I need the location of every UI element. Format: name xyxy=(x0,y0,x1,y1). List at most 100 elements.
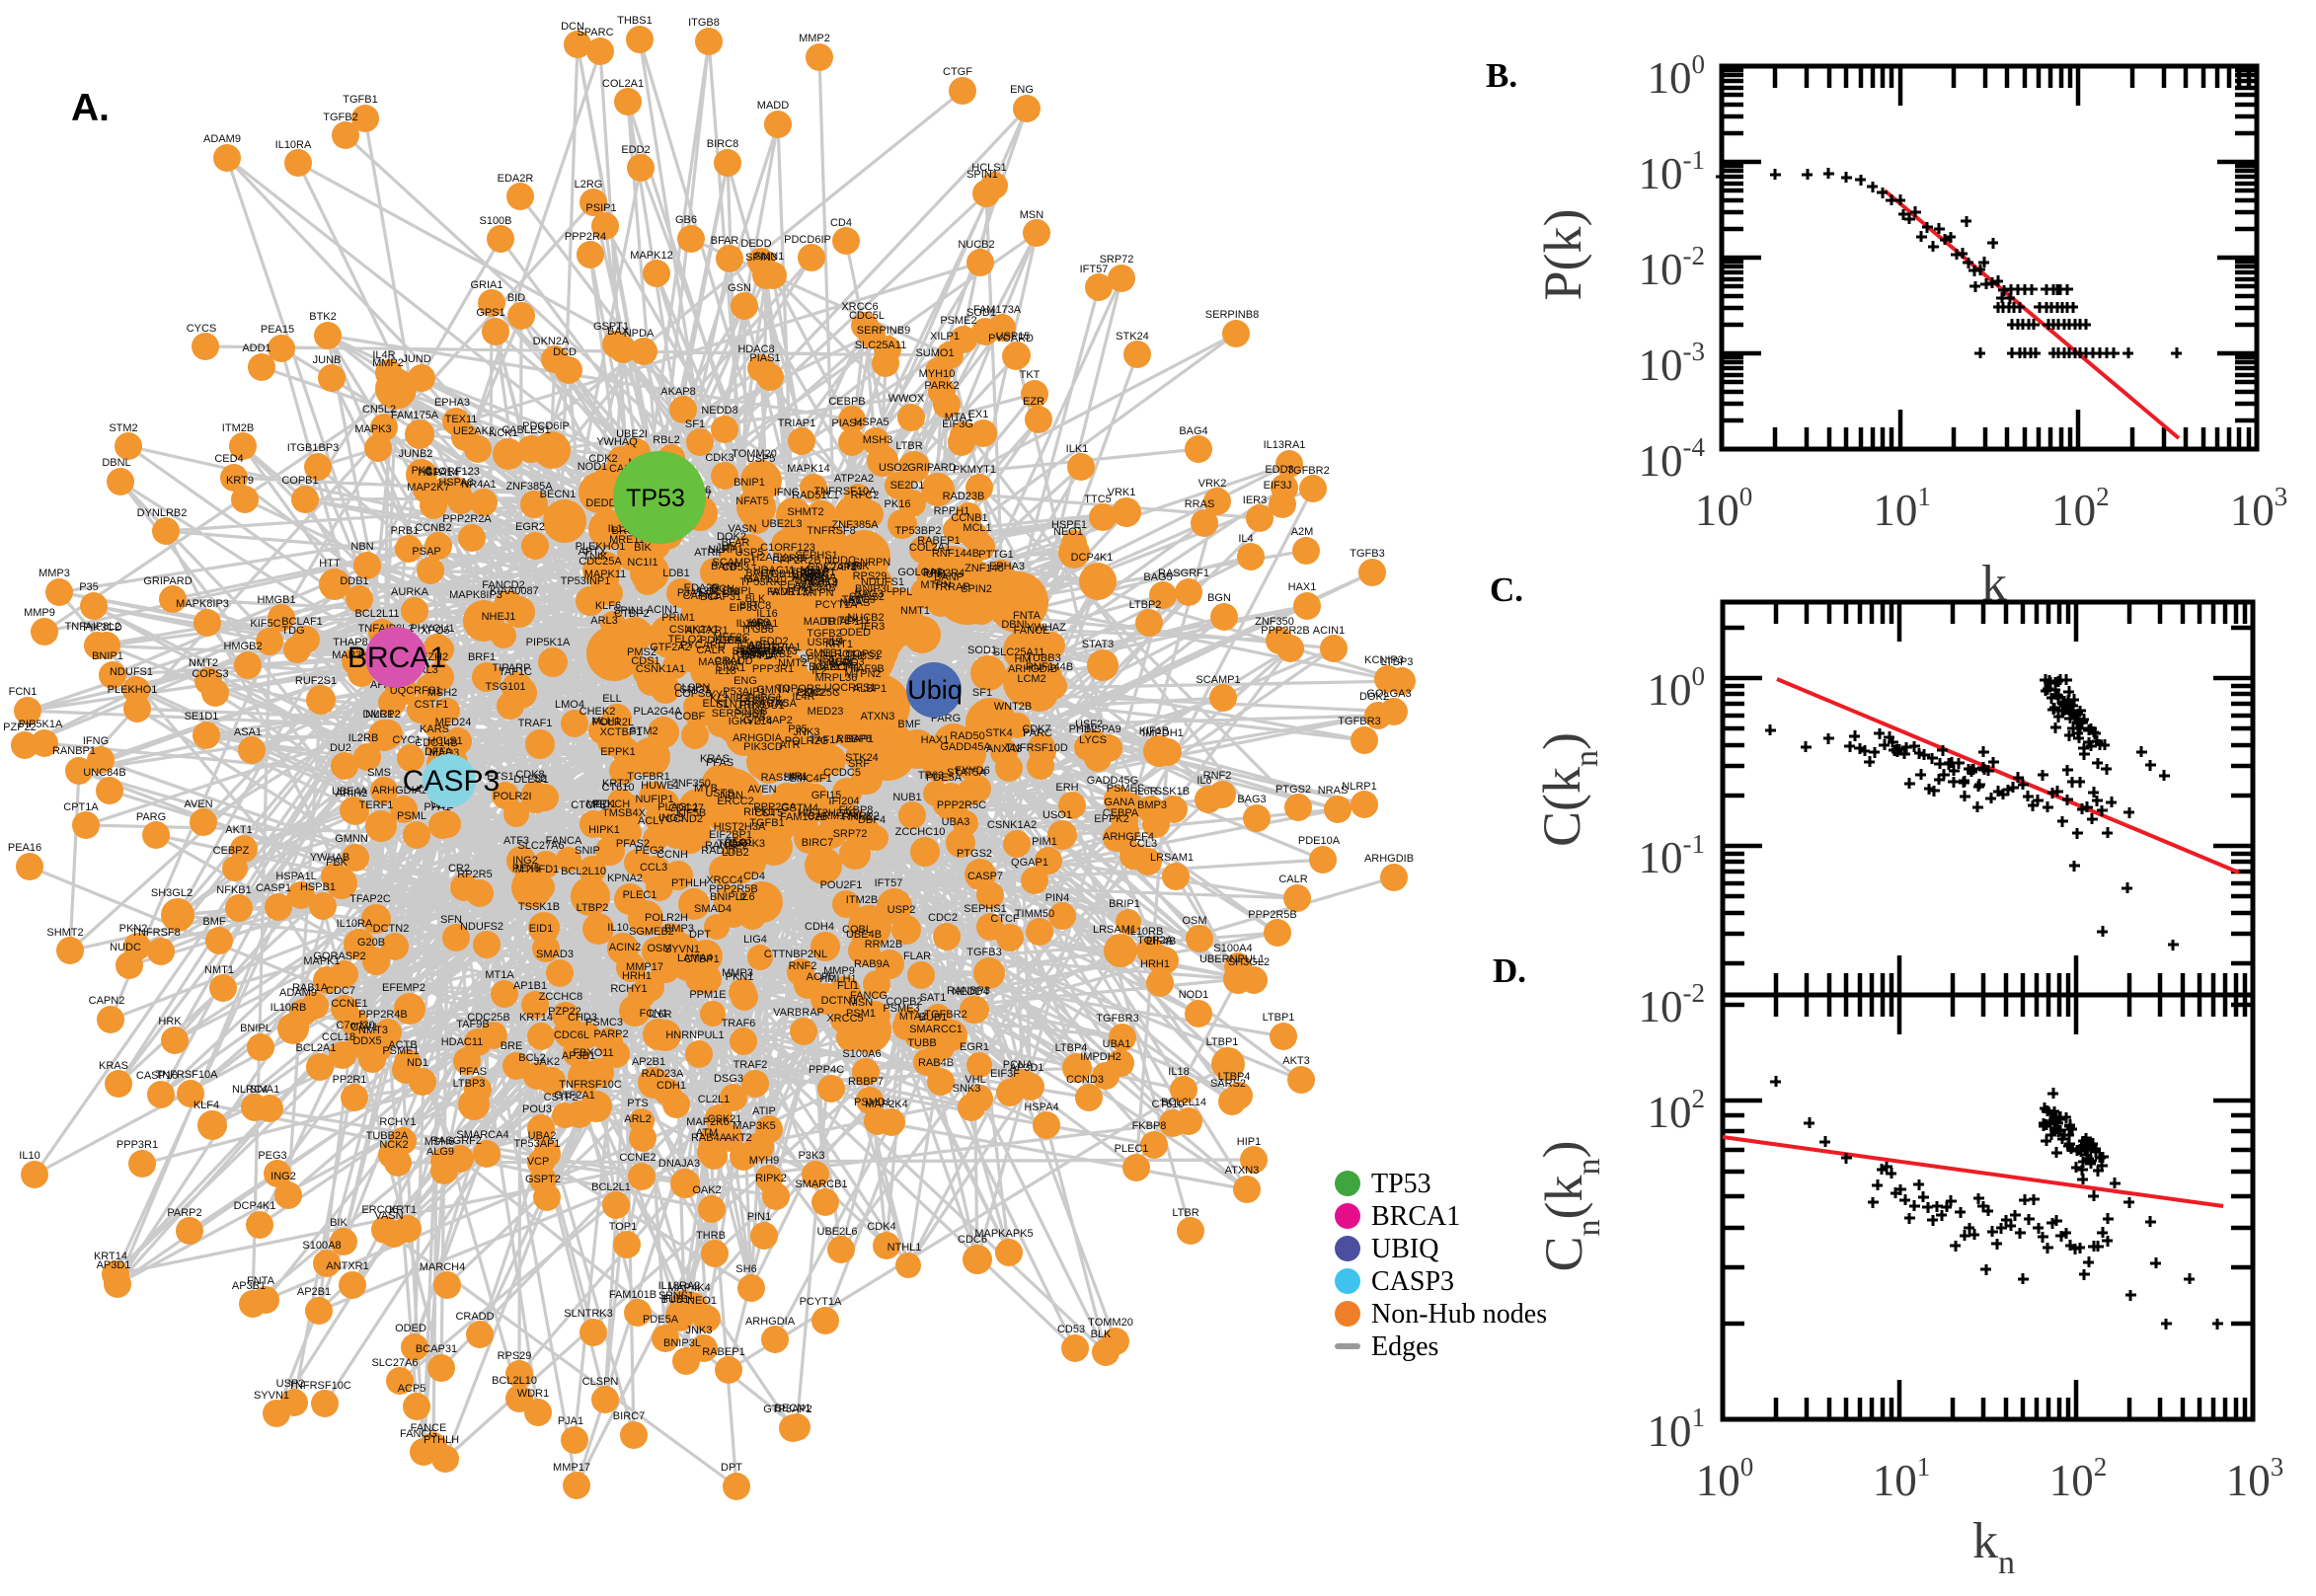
svg-text:VRK2: VRK2 xyxy=(1198,478,1227,490)
svg-text:MSH6: MSH6 xyxy=(425,1136,455,1148)
svg-text:PTHLH: PTHLH xyxy=(671,877,707,889)
svg-text:RAD23B: RAD23B xyxy=(943,491,985,502)
svg-text:RBBP8: RBBP8 xyxy=(836,733,872,745)
svg-text:IER3: IER3 xyxy=(861,621,885,633)
svg-text:HSPA5: HSPA5 xyxy=(854,417,888,428)
svg-text:P35: P35 xyxy=(79,581,99,593)
svg-text:Ubiq: Ubiq xyxy=(907,675,963,705)
svg-text:CSK21: CSK21 xyxy=(708,1113,742,1125)
svg-text:CED4: CED4 xyxy=(719,635,747,646)
svg-text:CCL18: CCL18 xyxy=(706,586,739,598)
svg-text:SF1: SF1 xyxy=(685,418,705,430)
svg-text:RRAS: RRAS xyxy=(1185,498,1215,510)
svg-text:UBE2L3: UBE2L3 xyxy=(762,518,803,530)
svg-text:TGFB1: TGFB1 xyxy=(343,94,377,106)
svg-text:POLR2I: POLR2I xyxy=(493,791,531,802)
svg-text:TNFRSF10A: TNFRSF10A xyxy=(156,1069,219,1081)
svg-text:MAPK3: MAPK3 xyxy=(354,423,391,435)
svg-text:FLAR: FLAR xyxy=(903,950,931,962)
svg-text:AP3D1: AP3D1 xyxy=(97,1259,131,1271)
svg-text:PKN2: PKN2 xyxy=(119,923,148,935)
svg-text:PCYT1A: PCYT1A xyxy=(815,599,858,611)
svg-text:PFAS: PFAS xyxy=(459,1066,487,1078)
svg-text:D.: D. xyxy=(1493,951,1526,990)
svg-text:CDC14B: CDC14B xyxy=(415,737,457,749)
svg-text:PIM1: PIM1 xyxy=(1032,836,1057,848)
svg-text:NEO1: NEO1 xyxy=(687,1295,717,1307)
svg-text:CHEK2: CHEK2 xyxy=(579,706,616,718)
svg-text:NLRP1: NLRP1 xyxy=(1342,781,1376,793)
svg-text:ADD1: ADD1 xyxy=(242,342,270,354)
svg-text:NUDC: NUDC xyxy=(110,942,141,953)
svg-text:RNF2: RNF2 xyxy=(789,960,817,972)
svg-text:GRIA1: GRIA1 xyxy=(470,279,502,291)
svg-text:STM2: STM2 xyxy=(629,725,657,737)
svg-text:BNIPL2: BNIPL2 xyxy=(710,891,747,903)
svg-text:P35: P35 xyxy=(788,723,808,735)
svg-text:XPO5: XPO5 xyxy=(421,625,449,637)
svg-text:TOMM20: TOMM20 xyxy=(732,448,777,460)
svg-text:SERPINB9: SERPINB9 xyxy=(857,325,910,337)
svg-text:PPP2R4: PPP2R4 xyxy=(565,231,606,243)
svg-text:CR2: CR2 xyxy=(448,863,470,874)
svg-text:DEDD: DEDD xyxy=(585,497,616,509)
svg-text:ZNF385A: ZNF385A xyxy=(505,481,553,493)
svg-text:SMN1: SMN1 xyxy=(754,251,785,263)
svg-text:PK3: PK3 xyxy=(412,465,432,477)
svg-text:USP2: USP2 xyxy=(888,904,916,916)
svg-text:BRIP1: BRIP1 xyxy=(1109,898,1140,910)
svg-text:GANA: GANA xyxy=(1104,797,1135,808)
svg-text:GADD45G: GADD45G xyxy=(1087,775,1139,787)
svg-text:GTF2A1: GTF2A1 xyxy=(554,1090,595,1102)
svg-text:ALBP1: ALBP1 xyxy=(853,683,887,695)
svg-text:ARHGDIB: ARHGDIB xyxy=(1008,663,1057,675)
svg-text:KPNA2: KPNA2 xyxy=(607,873,643,884)
svg-text:PHYOU1: PHYOU1 xyxy=(739,700,784,712)
svg-text:CDK2: CDK2 xyxy=(588,453,617,465)
svg-text:AKT3: AKT3 xyxy=(770,646,798,657)
svg-text:PEA15: PEA15 xyxy=(780,579,813,591)
svg-text:CCL3: CCL3 xyxy=(1129,838,1157,850)
svg-text:ZCCHC8: ZCCHC8 xyxy=(539,991,583,1003)
svg-text:DCN: DCN xyxy=(711,583,734,595)
svg-text:UBA2: UBA2 xyxy=(528,1130,557,1142)
svg-text:BNIP1: BNIP1 xyxy=(92,650,123,662)
svg-text:GSTM4: GSTM4 xyxy=(781,802,818,814)
svg-text:GTP8AP2: GTP8AP2 xyxy=(743,715,793,726)
svg-text:ITGB8: ITGB8 xyxy=(688,17,720,29)
svg-text:PSIP1: PSIP1 xyxy=(585,202,616,214)
svg-text:EZR: EZR xyxy=(1023,396,1044,408)
svg-text:ZCCHC10: ZCCHC10 xyxy=(895,826,946,838)
svg-text:AURKA: AURKA xyxy=(391,586,429,598)
svg-text:ARHGDIA: ARHGDIA xyxy=(733,732,783,744)
svg-text:DPT: DPT xyxy=(689,929,711,941)
svg-text:KCNIP3: KCNIP3 xyxy=(1364,654,1404,666)
svg-text:DNAJA3: DNAJA3 xyxy=(658,1158,700,1170)
svg-text:RBBP7: RBBP7 xyxy=(848,1076,884,1088)
svg-text:UNC84B: UNC84B xyxy=(83,767,125,779)
svg-text:GSN: GSN xyxy=(728,282,751,294)
svg-text:CSTF1: CSTF1 xyxy=(415,699,449,711)
svg-text:RAD17: RAD17 xyxy=(701,845,735,857)
svg-text:CCNE2: CCNE2 xyxy=(619,1152,656,1164)
svg-text:DU2: DU2 xyxy=(330,742,351,754)
svg-text:AKT3: AKT3 xyxy=(1282,1055,1310,1067)
svg-text:BCL2L14: BCL2L14 xyxy=(809,661,854,673)
svg-text:SRF: SRF xyxy=(848,758,870,770)
svg-text:GOLGA3: GOLGA3 xyxy=(897,567,942,578)
svg-text:THBS1: THBS1 xyxy=(617,15,652,27)
svg-text:PPL: PPL xyxy=(892,586,913,598)
svg-text:VRK2: VRK2 xyxy=(743,620,772,632)
svg-text:CRADD: CRADD xyxy=(455,1311,494,1323)
svg-text:TRAF1: TRAF1 xyxy=(518,718,553,729)
svg-text:KRT14: KRT14 xyxy=(94,1251,127,1262)
svg-text:SLNTRK3: SLNTRK3 xyxy=(564,1308,613,1320)
svg-text:NCK2: NCK2 xyxy=(379,1139,408,1151)
svg-text:NDUFS2: NDUFS2 xyxy=(460,921,503,933)
svg-text:CEBPB: CEBPB xyxy=(828,396,865,408)
svg-text:FNTA: FNTA xyxy=(1013,610,1042,622)
svg-text:ITM2B: ITM2B xyxy=(846,894,878,906)
svg-text:BCL2L1: BCL2L1 xyxy=(591,1181,631,1193)
svg-text:RBL2: RBL2 xyxy=(653,434,680,446)
svg-text:PRKCH: PRKCH xyxy=(592,798,631,810)
